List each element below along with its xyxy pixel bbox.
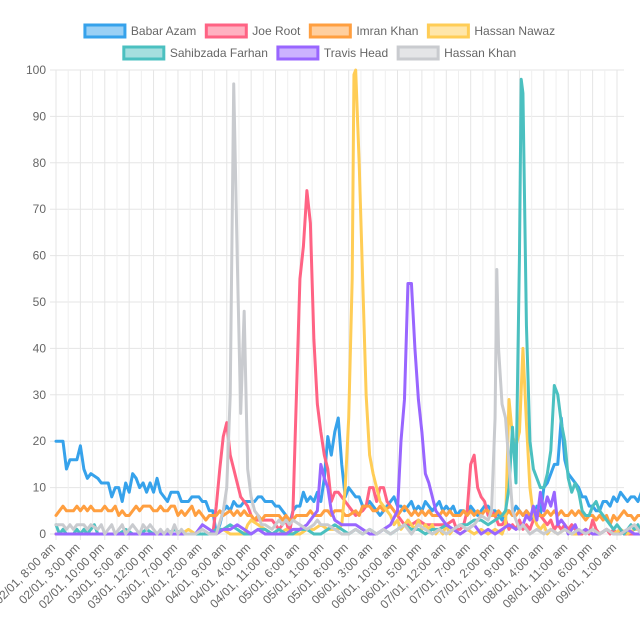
grid-lines xyxy=(50,69,624,540)
legend-label: Sahibzada Farhan xyxy=(170,46,268,60)
legend-item-travis-head[interactable]: Travis Head xyxy=(276,45,388,61)
legend-swatch xyxy=(396,45,440,61)
y-tick-label: 10 xyxy=(33,481,47,495)
series-lines xyxy=(54,68,640,536)
y-tick-label: 70 xyxy=(33,202,47,216)
legend-swatch xyxy=(426,23,470,39)
legend-label: Imran Khan xyxy=(356,24,418,38)
y-tick-label: 20 xyxy=(33,434,47,448)
y-tick-label: 90 xyxy=(33,109,47,123)
legend-item-joe-root[interactable]: Joe Root xyxy=(204,23,301,39)
legend-label: Hassan Khan xyxy=(444,46,516,60)
legend-swatch xyxy=(122,45,166,61)
series-line-babar-azam[interactable] xyxy=(54,416,640,536)
y-tick-label: 80 xyxy=(33,156,47,170)
y-tick-label: 60 xyxy=(33,249,47,263)
legend-swatch xyxy=(276,45,320,61)
y-tick-label: 0 xyxy=(39,527,46,541)
y-tick-label: 30 xyxy=(33,388,47,402)
legend-swatch xyxy=(308,23,352,39)
legend-item-imran-khan[interactable]: Imran Khan xyxy=(308,23,418,39)
series-line-travis-head[interactable] xyxy=(54,281,640,536)
legend-item-hassan-khan[interactable]: Hassan Khan xyxy=(396,45,516,61)
y-tick-label: 50 xyxy=(33,295,47,309)
legend-label: Hassan Nawaz xyxy=(474,24,555,38)
series-line-imran-khan[interactable] xyxy=(54,504,640,527)
legend[interactable]: Babar Azam Joe Root Imran Khan Hassan Nawaz… xyxy=(83,23,555,61)
legend-label: Joe Root xyxy=(252,24,301,38)
legend-swatch xyxy=(204,23,248,39)
legend-label: Babar Azam xyxy=(131,24,196,38)
y-tick-label: 40 xyxy=(33,341,47,355)
y-tick-label: 100 xyxy=(26,63,46,77)
legend-item-sahibzada-farhan[interactable]: Sahibzada Farhan xyxy=(122,45,268,61)
legend-swatch xyxy=(83,23,127,39)
series-line-hassan-khan[interactable] xyxy=(54,82,640,536)
legend-item-babar-azam[interactable]: Babar Azam xyxy=(83,23,196,39)
legend-label: Travis Head xyxy=(324,46,388,60)
legend-item-hassan-nawaz[interactable]: Hassan Nawaz xyxy=(426,23,555,39)
